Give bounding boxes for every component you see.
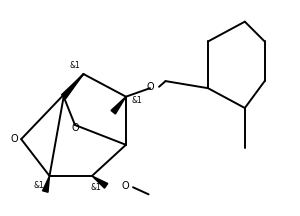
Text: O: O	[146, 82, 154, 92]
Text: &1: &1	[131, 96, 142, 105]
Polygon shape	[61, 74, 83, 98]
Text: &1: &1	[91, 183, 101, 192]
Polygon shape	[111, 97, 126, 114]
Text: &1: &1	[70, 61, 80, 70]
Text: &1: &1	[34, 181, 45, 190]
Polygon shape	[92, 176, 108, 188]
Text: O: O	[121, 181, 129, 191]
Text: O: O	[10, 134, 18, 144]
Text: O: O	[72, 123, 80, 133]
Polygon shape	[43, 176, 50, 192]
